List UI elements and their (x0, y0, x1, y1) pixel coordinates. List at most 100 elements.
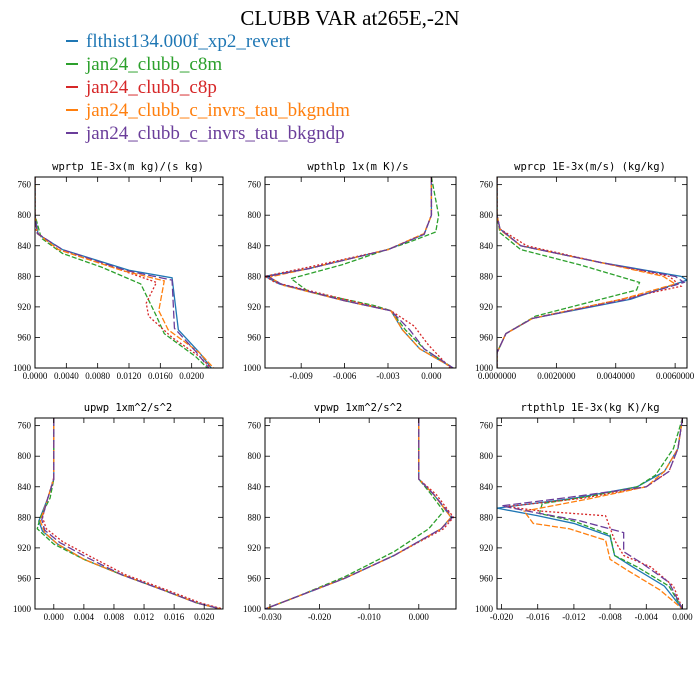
panel-title-wprcp: wprcp 1E-3x(m/s) (kg/kg) (514, 161, 666, 173)
panel-title-rtpthlp: rtpthlp 1E-3x(kg K)/kg (520, 402, 660, 414)
series-line (497, 177, 686, 368)
panel: 760 800 840 880 920 960 1000 -0.009 -0.006 -0.003… (243, 176, 457, 381)
x-tick-label: 0.0000 (23, 371, 48, 381)
panel: 760 800 840 880 920 960 1000 0.000 0.004 0.008 0.0… (13, 417, 224, 622)
y-tick-label: 960 (18, 332, 32, 342)
x-tick-label: 0.000 (421, 371, 442, 381)
x-tick-label: 0.008 (104, 612, 125, 622)
legend-item: flthist134.000f_xp2_revert (66, 30, 350, 53)
panel-title-vpwp: vpwp 1xm^2/s^2 (313, 402, 403, 414)
legend: flthist134.000f_xp2_revert jan24_clubb_c… (66, 30, 350, 145)
y-tick-label: 1000 (13, 604, 32, 614)
y-tick-label: 880 (248, 271, 262, 281)
y-tick-label: 880 (18, 512, 32, 522)
series-line (35, 177, 208, 368)
y-tick-label: 1000 (13, 363, 32, 373)
panel: 760 800 840 880 920 960 1000-0.020 -0.016 -0.012… (475, 417, 693, 622)
series-line (36, 418, 221, 609)
y-tick-label: 920 (18, 543, 32, 553)
x-tick-label: -0.016 (526, 612, 550, 622)
series-line (267, 177, 454, 368)
series-line (35, 177, 212, 368)
y-tick-label: 960 (18, 573, 32, 583)
y-tick-label: 1000 (243, 604, 262, 614)
y-tick-label: 840 (18, 482, 32, 492)
x-tick-label: -0.004 (635, 612, 659, 622)
y-tick-label: 800 (248, 451, 262, 461)
x-tick-label: -0.012 (562, 612, 585, 622)
legend-item: jan24_clubb_c_invrs_tau_bkgndm (66, 99, 350, 122)
x-tick-label: 0.0040 (54, 371, 79, 381)
series-line (38, 418, 221, 609)
series-line (538, 418, 684, 609)
x-tick-label: 0.0020000 (537, 371, 576, 381)
legend-item: jan24_clubb_c8m (66, 53, 350, 76)
y-tick-label: 800 (248, 210, 262, 220)
y-tick-label: 840 (248, 241, 262, 251)
legend-swatch (66, 108, 78, 111)
legend-label: flthist134.000f_xp2_revert (86, 31, 291, 52)
y-tick-label: 1000 (475, 363, 494, 373)
x-tick-label: -0.009 (290, 371, 314, 381)
series-line (505, 418, 684, 609)
series-line (265, 418, 455, 609)
series-line (35, 177, 215, 368)
x-tick-label: -0.006 (333, 371, 357, 381)
x-tick-label: 0.0040000 (597, 371, 636, 381)
legend-swatch (66, 62, 78, 65)
y-tick-label: 840 (480, 241, 494, 251)
y-tick-label: 760 (480, 180, 494, 190)
y-tick-label: 920 (480, 543, 494, 553)
plot-frame (264, 417, 457, 610)
y-tick-label: 920 (248, 302, 262, 312)
series-line (265, 418, 454, 609)
x-tick-label: 0.0120 (117, 371, 142, 381)
legend-swatch (66, 131, 78, 134)
x-tick-label: -0.020 (490, 612, 514, 622)
legend-label: jan24_clubb_c_invrs_tau_bkgndp (86, 123, 345, 144)
y-tick-label: 960 (248, 332, 262, 342)
figure-title: CLUBB VAR at265E,-2N (240, 6, 460, 30)
plot-frame (264, 176, 457, 369)
legend-label: jan24_clubb_c8m (86, 54, 223, 75)
plot-frame (496, 417, 688, 610)
x-tick-label: -0.030 (258, 612, 282, 622)
series-line (266, 177, 454, 368)
y-tick-label: 760 (248, 180, 262, 190)
y-tick-label: 880 (18, 271, 32, 281)
x-tick-label: 0.004 (74, 612, 95, 622)
series-line (265, 418, 452, 609)
x-tick-label: 0.000 (672, 612, 693, 622)
legend-label: jan24_clubb_c8p (86, 77, 217, 98)
y-tick-label: 1000 (243, 363, 262, 373)
panel-title-wpthlp: wpthlp 1x(m K)/s (307, 161, 409, 173)
series-line (497, 418, 684, 609)
series-line (523, 418, 684, 609)
series-line (497, 177, 677, 368)
panel-title-upwp: upwp 1xm^2/s^2 (83, 402, 173, 414)
x-tick-label: -0.008 (598, 612, 622, 622)
series-line (35, 177, 212, 368)
panel: 760 800 840 880 920 960 1000-0.030 -0.020 -0.010… (243, 417, 457, 622)
x-tick-label: 0.020 (194, 612, 215, 622)
legend-item: jan24_clubb_c8p (66, 76, 350, 99)
series-line (501, 418, 684, 609)
legend-item: jan24_clubb_c_invrs_tau_bkgndp (66, 122, 350, 145)
series-line (41, 418, 221, 609)
series-line (265, 418, 452, 609)
y-tick-label: 800 (18, 451, 32, 461)
legend-swatch (66, 39, 78, 42)
panel-title-wprtp: wprtp 1E-3x(m kg)/(s kg) (52, 161, 204, 173)
legend-swatch (66, 85, 78, 88)
x-tick-label: -0.010 (358, 612, 382, 622)
x-tick-label: 0.0160 (148, 371, 173, 381)
y-tick-label: 840 (18, 241, 32, 251)
y-tick-label: 960 (480, 332, 494, 342)
series-line (289, 177, 454, 368)
series-line (497, 177, 641, 368)
y-tick-label: 840 (248, 482, 262, 492)
y-tick-label: 920 (18, 302, 32, 312)
y-tick-label: 800 (18, 210, 32, 220)
